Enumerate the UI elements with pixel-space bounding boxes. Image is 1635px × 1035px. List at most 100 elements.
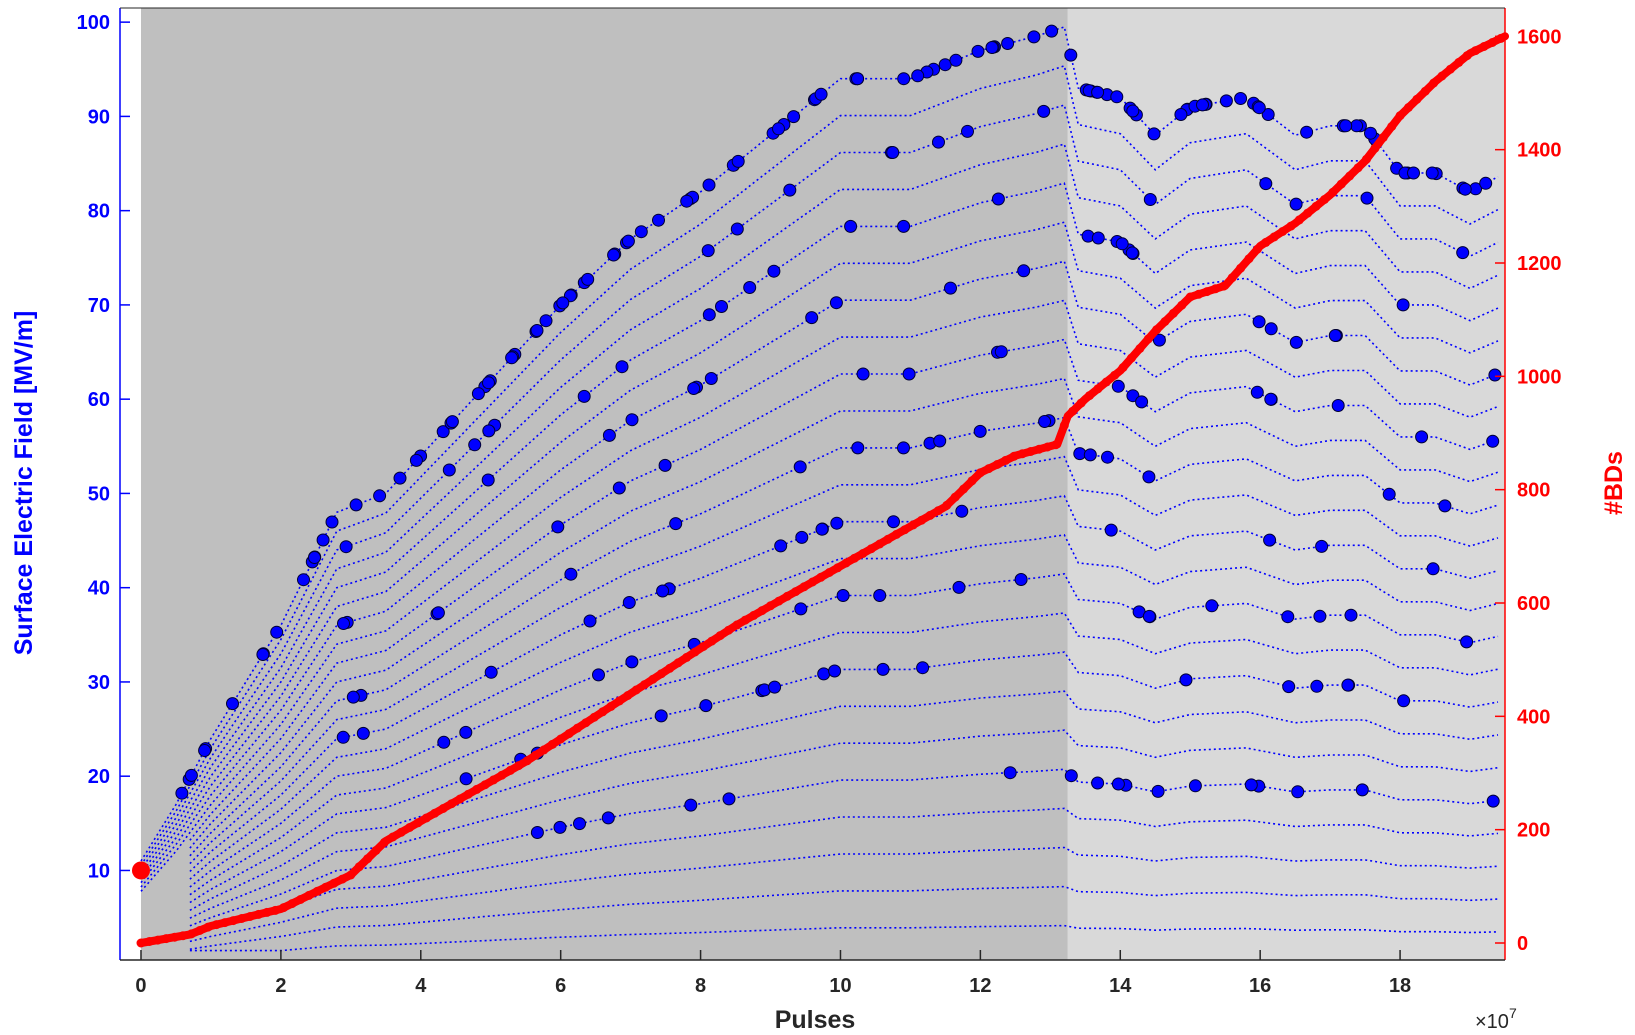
x-exponent-label: ×107 [1475,1005,1517,1033]
field-point-81 [897,441,910,455]
field-curve-17 [140,299,1499,892]
field-point-125 [625,413,639,427]
field-point-272 [1364,126,1377,140]
field-point-138 [844,219,858,233]
bd-point [673,658,683,668]
field-curve-13 [189,455,1499,865]
x-tick-label: 18 [1389,975,1411,997]
bd-point [463,789,473,799]
bd-point [850,553,859,563]
bd-point [581,718,591,728]
bd-point [438,804,448,813]
bd-point [648,674,658,684]
field-point-120 [1488,368,1502,382]
field-point-280 [297,573,310,587]
bd-point [614,696,624,706]
field-point-150 [1289,197,1303,211]
bd-point [287,899,297,909]
field-point-90 [793,460,807,474]
field-point-126 [944,281,957,295]
bd-point [875,539,885,549]
y-right-axis-title: #BDs [1600,451,1628,515]
field-point-70 [887,515,900,529]
field-point-96 [902,367,916,381]
bd-point [640,680,650,690]
field-point-63 [1104,523,1118,537]
bd-point [329,878,339,888]
bd-point [917,515,927,525]
field-point-136 [577,389,591,403]
field-point-97 [551,520,565,534]
bd-point [1328,187,1338,197]
bd-point [715,631,725,641]
field-point-124 [337,617,350,630]
y-right-tick-label: 1000 [1517,366,1562,388]
bd-point [1278,227,1288,236]
bd-point [1395,111,1405,121]
bd-point [1202,287,1212,297]
field-point-101 [994,345,1008,359]
bd-point [1076,398,1086,408]
bd-point [933,506,943,516]
field-point-218 [184,768,198,782]
bd-point [866,544,876,554]
field-curve-4 [189,807,1499,935]
bd-point [749,610,759,620]
bd-point [396,827,406,837]
field-point-61 [622,596,636,609]
field-point-64 [336,730,350,744]
field-point-225 [1110,90,1124,104]
bd-point [379,837,389,847]
bd-point [1412,94,1422,104]
y-right-tick-label: 800 [1517,480,1550,502]
field-point-43 [1281,610,1295,624]
bd-point [1345,171,1355,181]
y-left-axis-title: Surface Electric Field [MV/m] [10,311,38,656]
bd-point [472,784,482,794]
bd-point [682,652,692,662]
field-point-80 [669,517,683,531]
y-right-tick-label: 1400 [1517,140,1562,162]
field-point-31 [1282,680,1296,694]
field-point-59 [830,516,844,530]
bd-point [1110,370,1120,380]
field-point-270 [581,272,595,286]
field-point-55 [774,539,788,553]
field-point-39 [1205,599,1219,613]
bd-point [337,874,347,884]
field-point-278 [1001,37,1015,50]
bd-point [304,890,314,900]
bd-point [212,920,221,930]
bd-start-marker [131,861,150,880]
field-point-76 [973,424,987,438]
field-point-245 [851,72,864,86]
field-point-49 [1014,573,1028,586]
field-curve-21 [140,143,1499,875]
bd-point [228,916,238,926]
bd-point [665,663,675,673]
field-point-54 [625,655,639,669]
field-point-264 [256,648,270,661]
bd-point [237,914,247,923]
background-region-2 [1067,8,1505,960]
bd-point [371,846,381,855]
bd-series [131,32,1509,948]
field-point-20 [1310,679,1324,693]
field-point-71 [955,504,969,518]
field-point-209 [971,44,985,58]
x-exponent-base: ×10 [1475,1011,1509,1033]
field-point-151 [1259,177,1273,191]
y-left-tick-label: 40 [88,578,110,600]
bd-point [631,685,641,695]
bd-point [270,905,280,915]
bd-point [254,909,263,919]
bd-point [766,601,775,611]
field-point-240 [1027,30,1041,44]
bd-point [1152,325,1162,335]
x-axis-title: Pulses [775,1006,856,1034]
field-point-160 [783,183,797,197]
bd-point [1261,237,1271,247]
field-point-22 [876,662,890,676]
bd-point [959,484,969,494]
field-point-217 [1458,182,1472,196]
